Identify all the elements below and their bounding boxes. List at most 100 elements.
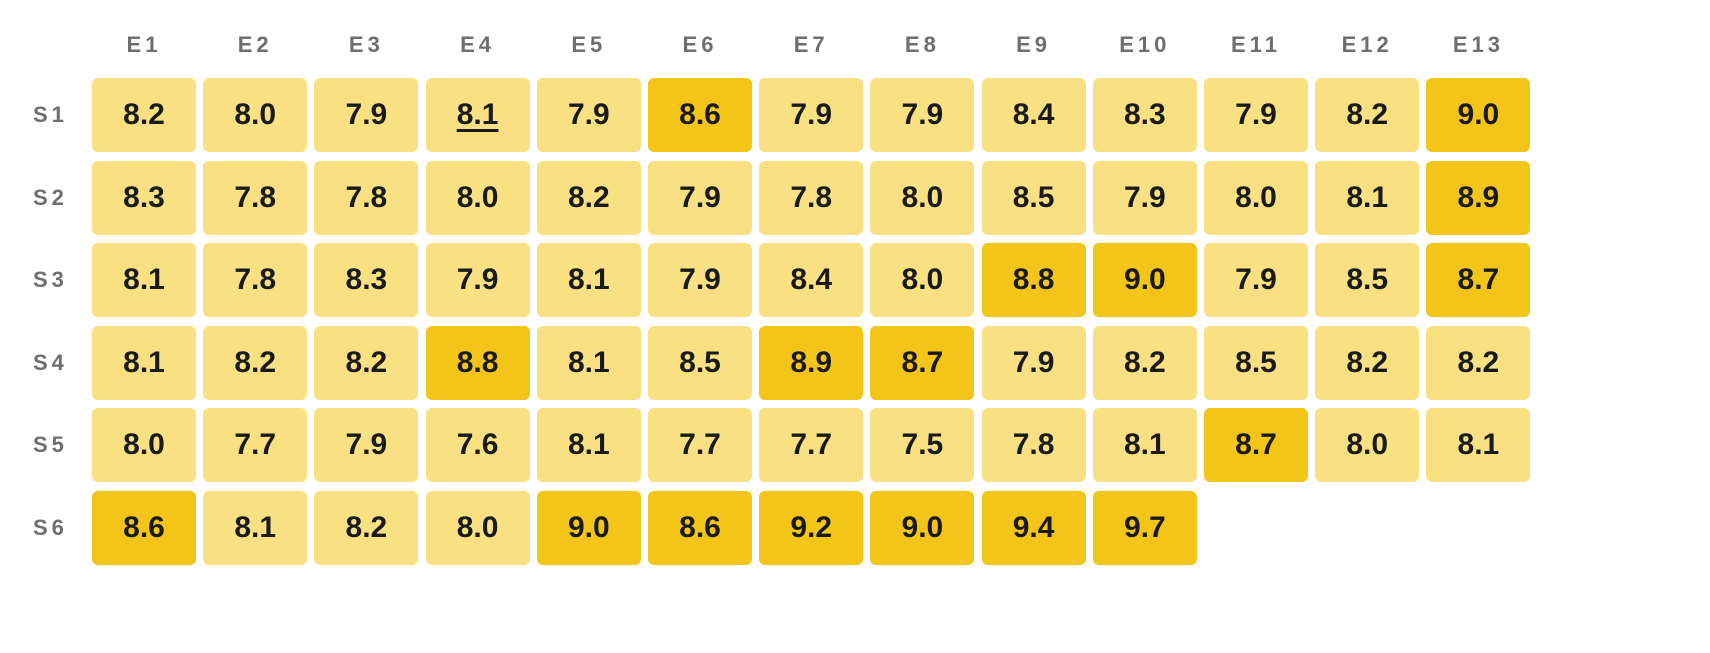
heatmap-cell-s1-e6[interactable]: 8.6 [648, 78, 752, 152]
heatmap-cell-s3-e5[interactable]: 8.1 [536, 243, 641, 317]
heatmap-cell-s6-e8[interactable]: 9.0 [870, 490, 975, 565]
cell-value: 8.1 [567, 428, 610, 461]
heatmap-cell-s1-e12[interactable]: 8.2 [1315, 78, 1420, 152]
heatmap-cell-s4-e12[interactable]: 8.2 [1315, 325, 1420, 400]
heatmap-cell-s5-e9[interactable]: 7.8 [981, 408, 1086, 482]
cell-value: 8.5 [1346, 263, 1389, 296]
heatmap-cell-s5-e4[interactable]: 7.6 [425, 408, 530, 482]
heatmap-cell-s4-e10[interactable]: 8.2 [1092, 325, 1197, 400]
heatmap-cell-s1-e11[interactable]: 7.9 [1204, 78, 1308, 152]
heatmap-cell-s4-e2[interactable]: 8.2 [203, 325, 308, 400]
heatmap-cell-s2-e8[interactable]: 8.0 [870, 160, 975, 235]
heatmap-cell-s6-e5[interactable]: 9.0 [536, 490, 641, 565]
cell-value: 7.8 [234, 263, 277, 296]
cell-value: 9.0 [567, 510, 610, 544]
heatmap-cell-s6-e6[interactable]: 8.6 [648, 490, 752, 565]
heatmap-cell-s5-e1[interactable]: 8.0 [92, 408, 196, 482]
cell-value: 7.9 [679, 263, 721, 296]
heatmap-cell-s3-e4[interactable]: 7.9 [425, 243, 530, 317]
cell-value: 8.6 [123, 510, 165, 544]
heatmap-cell-s1-e13[interactable]: 9.0 [1426, 78, 1531, 152]
cell-value: 8.1 [123, 263, 165, 296]
heatmap-cell-s6-e3[interactable]: 8.2 [314, 490, 419, 565]
heatmap-cell-s4-e11[interactable]: 8.5 [1204, 325, 1308, 400]
heatmap-cell-s6-e2[interactable]: 8.1 [203, 490, 308, 565]
heatmap-cell-s3-e11[interactable]: 7.9 [1204, 243, 1308, 317]
heatmap-cell-s2-e4[interactable]: 8.0 [425, 160, 530, 235]
heatmap-cell-s3-e8[interactable]: 8.0 [870, 243, 975, 317]
heatmap-cell-s2-e9[interactable]: 8.5 [981, 160, 1086, 235]
heatmap-cell-s6-e7[interactable]: 9.2 [759, 490, 864, 565]
heatmap-cell-s6-e4[interactable]: 8.0 [425, 490, 530, 565]
heatmap-cell-s4-e4[interactable]: 8.8 [425, 325, 530, 400]
row-label-s4: S4 [33, 349, 68, 375]
heatmap-cell-s3-e1[interactable]: 8.1 [92, 243, 196, 317]
heatmap-cell-s3-e10[interactable]: 9.0 [1092, 243, 1197, 317]
cell-value: 8.1 [567, 345, 610, 379]
cell-value: 8.9 [1457, 180, 1500, 214]
heatmap-cell-s2-e6[interactable]: 7.9 [648, 160, 752, 235]
cell-value: 8.7 [901, 345, 944, 379]
heatmap-cell-s1-e5[interactable]: 7.9 [536, 78, 641, 152]
cell-value: 8.2 [123, 98, 165, 131]
heatmap-cell-s2-e3[interactable]: 7.8 [314, 160, 419, 235]
heatmap-cell-s3-e3[interactable]: 8.3 [314, 243, 419, 317]
heatmap-cell-s6-e1[interactable]: 8.6 [92, 490, 196, 565]
heatmap-cell-s3-e2[interactable]: 7.8 [203, 243, 308, 317]
heatmap-cell-s5-e12[interactable]: 8.0 [1315, 408, 1420, 482]
cell-value: 9.0 [1123, 263, 1166, 296]
heatmap-cell-s3-e12[interactable]: 8.5 [1315, 243, 1420, 317]
heatmap-cell-s2-e1[interactable]: 8.3 [92, 160, 196, 235]
heatmap-cell-s5-e7[interactable]: 7.7 [759, 408, 864, 482]
cell-value: 7.9 [345, 98, 388, 131]
heatmap-cell-s5-e13[interactable]: 8.1 [1426, 408, 1531, 482]
cell-value: 8.2 [1346, 345, 1389, 379]
heatmap-cell-s6-e9[interactable]: 9.4 [981, 490, 1086, 565]
heatmap-cell-s3-e9[interactable]: 8.8 [981, 243, 1086, 317]
heatmap-cell-s4-e8[interactable]: 8.7 [870, 325, 975, 400]
heatmap-cell-s1-e8[interactable]: 7.9 [870, 78, 975, 152]
heatmap-cell-s4-e13[interactable]: 8.2 [1426, 325, 1531, 400]
heatmap-cell-s4-e5[interactable]: 8.1 [536, 325, 641, 400]
row-label-s5: S5 [33, 432, 68, 457]
heatmap-cell-s1-e4[interactable]: 8.1 [425, 78, 530, 152]
heatmap-cell-s2-e10[interactable]: 7.9 [1092, 160, 1197, 235]
heatmap-cell-s3-e13[interactable]: 8.7 [1426, 243, 1531, 317]
cell-value: 8.2 [567, 180, 610, 214]
heatmap-cell-s2-e13[interactable]: 8.9 [1426, 160, 1531, 235]
heatmap-cell-s4-e6[interactable]: 8.5 [648, 325, 752, 400]
heatmap-cell-s4-e1[interactable]: 8.1 [92, 325, 196, 400]
heatmap-cell-s5-e5[interactable]: 8.1 [536, 408, 641, 482]
heatmap-cell-s1-e3[interactable]: 7.9 [314, 78, 419, 152]
heatmap-cell-s3-e6[interactable]: 7.9 [648, 243, 752, 317]
heatmap-cell-s5-e3[interactable]: 7.9 [314, 408, 419, 482]
cell-value: 7.8 [790, 180, 833, 214]
cell-value: 8.0 [1235, 180, 1277, 214]
heatmap-cell-s6-e10[interactable]: 9.7 [1092, 490, 1197, 565]
heatmap-cell-s1-e1[interactable]: 8.2 [92, 78, 196, 152]
heatmap-cell-s5-e2[interactable]: 7.7 [203, 408, 308, 482]
heatmap-cell-s4-e3[interactable]: 8.2 [314, 325, 419, 400]
heatmap-cell-s1-e7[interactable]: 7.9 [759, 78, 864, 152]
heatmap-cell-s5-e10[interactable]: 8.1 [1092, 408, 1197, 482]
column-label-e6: E6 [682, 32, 718, 57]
heatmap-cell-s2-e11[interactable]: 8.0 [1204, 160, 1308, 235]
heatmap-cell-s2-e5[interactable]: 8.2 [536, 160, 641, 235]
heatmap-cell-s3-e7[interactable]: 8.4 [759, 243, 864, 317]
heatmap-cell-s1-e10[interactable]: 8.3 [1092, 78, 1197, 152]
cell-value: 8.5 [1235, 345, 1277, 379]
heatmap-cell-s2-e2[interactable]: 7.8 [203, 160, 308, 235]
heatmap-cell-s2-e7[interactable]: 7.8 [759, 160, 864, 235]
heatmap-cell-s4-e9[interactable]: 7.9 [981, 325, 1086, 400]
heatmap-cell-s1-e9[interactable]: 8.4 [981, 78, 1086, 152]
heatmap-cell-s5-e8[interactable]: 7.5 [870, 408, 975, 482]
cell-value: 8.8 [1012, 263, 1055, 296]
heatmap-cell-s5-e6[interactable]: 7.7 [648, 408, 752, 482]
heatmap-cell-s4-e7[interactable]: 8.9 [759, 325, 864, 400]
cell-value: 9.0 [1457, 98, 1500, 131]
cell-value: 8.1 [567, 263, 610, 296]
heatmap-cell-s1-e2[interactable]: 8.0 [203, 78, 308, 152]
heatmap-cell-s2-e12[interactable]: 8.1 [1315, 160, 1420, 235]
heatmap-cell-s5-e11[interactable]: 8.7 [1204, 408, 1308, 482]
